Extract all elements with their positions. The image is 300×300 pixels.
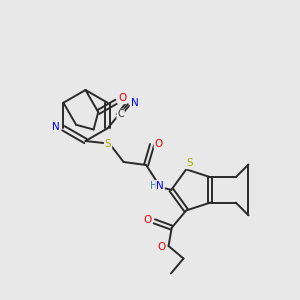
Text: C: C [117, 110, 124, 119]
Text: H: H [150, 181, 157, 191]
Text: N: N [156, 181, 164, 191]
Text: S: S [105, 139, 111, 149]
Text: O: O [154, 139, 163, 149]
Text: O: O [118, 93, 126, 103]
Text: O: O [158, 242, 166, 252]
Text: N: N [52, 122, 60, 132]
Text: S: S [186, 158, 193, 168]
Text: O: O [144, 215, 152, 225]
Text: N: N [130, 98, 138, 108]
